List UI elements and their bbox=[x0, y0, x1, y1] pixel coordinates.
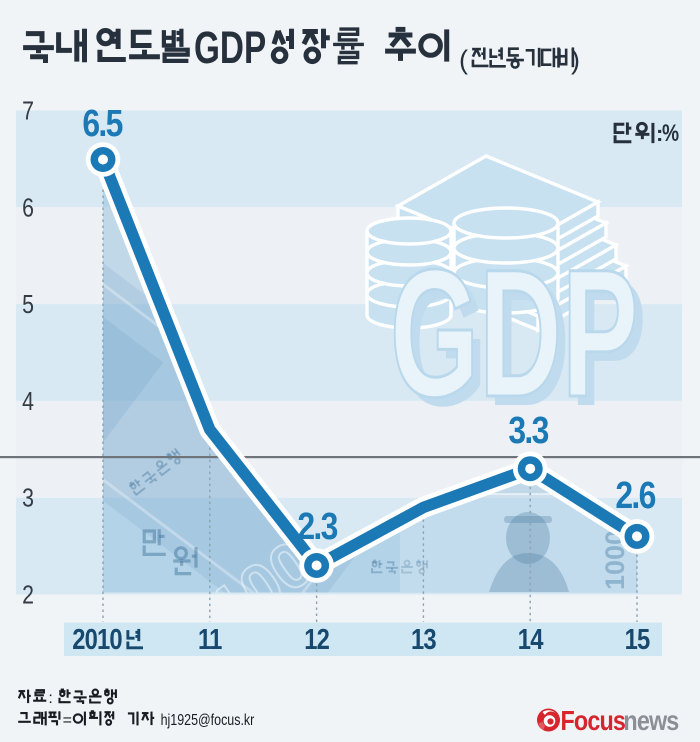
svg-text:5: 5 bbox=[22, 290, 34, 320]
svg-text:): ) bbox=[571, 45, 580, 75]
svg-text::: : bbox=[48, 690, 52, 707]
svg-text:13: 13 bbox=[411, 623, 436, 656]
svg-text:hj1925@focus.kr: hj1925@focus.kr bbox=[161, 712, 255, 730]
svg-text:2.6: 2.6 bbox=[615, 474, 656, 516]
svg-text:=: = bbox=[63, 712, 72, 729]
svg-text:(: ( bbox=[459, 45, 468, 75]
svg-text:2010: 2010 bbox=[72, 623, 122, 656]
svg-text:2.3: 2.3 bbox=[297, 505, 338, 547]
svg-text:12: 12 bbox=[304, 623, 329, 656]
svg-text:news: news bbox=[623, 706, 679, 736]
svg-text::: : bbox=[656, 121, 663, 146]
svg-text:%: % bbox=[662, 119, 679, 147]
svg-text:4: 4 bbox=[22, 387, 34, 417]
svg-text:GDP: GDP bbox=[194, 23, 266, 73]
svg-text:6.5: 6.5 bbox=[82, 102, 123, 144]
svg-text:14: 14 bbox=[518, 623, 544, 656]
svg-text:7: 7 bbox=[22, 97, 34, 127]
svg-text:2: 2 bbox=[22, 581, 34, 611]
svg-text:15: 15 bbox=[625, 623, 650, 656]
svg-text:11: 11 bbox=[198, 623, 222, 656]
svg-text:6: 6 bbox=[22, 193, 34, 223]
svg-text:Focus: Focus bbox=[561, 706, 626, 736]
svg-text:GDP: GDP bbox=[398, 241, 646, 444]
svg-text:3.3: 3.3 bbox=[508, 409, 549, 451]
svg-text:GDP: GDP bbox=[390, 232, 638, 435]
svg-text:3: 3 bbox=[22, 484, 34, 514]
